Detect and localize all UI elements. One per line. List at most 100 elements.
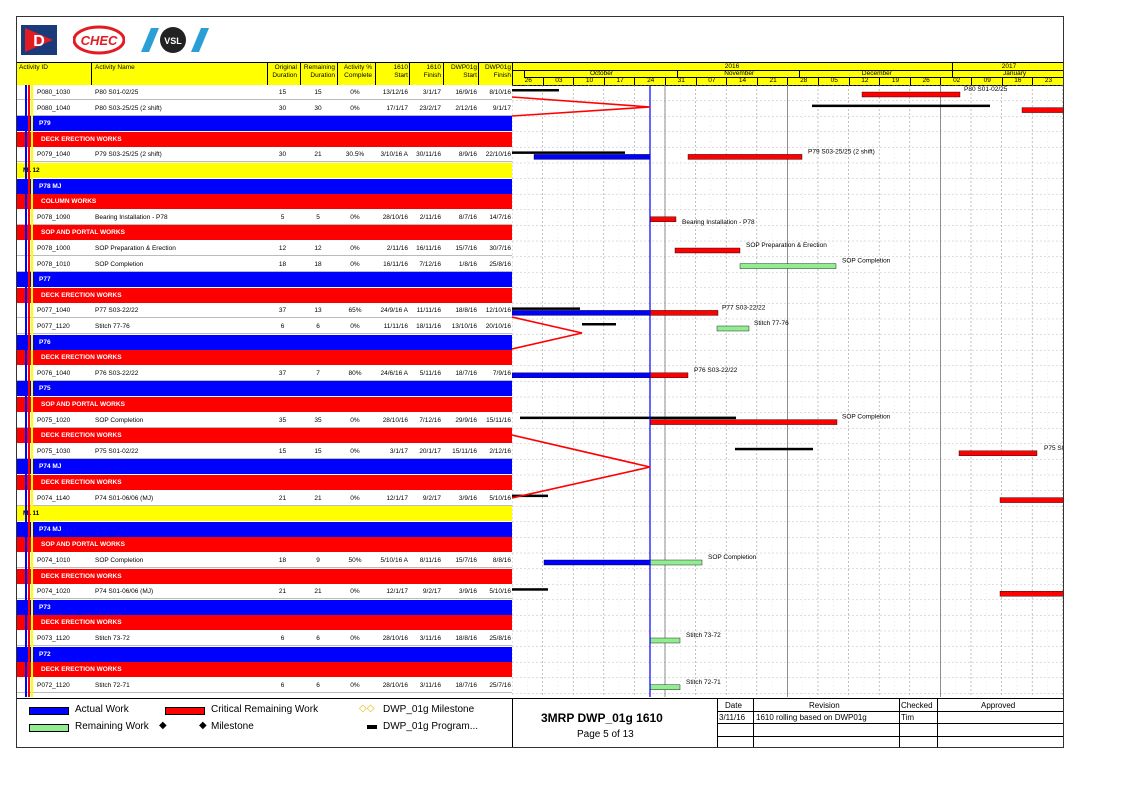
col-header-original-duration: Original Duration [272, 64, 297, 79]
bar-label: P80 S01-02/25 [964, 86, 1008, 93]
cell-od: 18 [278, 260, 287, 268]
cell-id: P076_1040 [37, 369, 71, 377]
cell-name: P79 S03-25/25 (2 shift) [95, 151, 162, 159]
cell-rd: 9 [316, 557, 320, 564]
cell-df: 30/7/16 [489, 245, 511, 252]
cell-od: 6 [280, 323, 285, 330]
cell-name: SOP Preparation & Erection [95, 245, 176, 252]
cell-pct: 0% [350, 245, 360, 252]
week-label: 02 [940, 77, 972, 85]
cell-st: 28/10/16 [382, 681, 408, 689]
year-label: 2016 [512, 63, 952, 71]
cell-name: P76 S03-22/22 [95, 369, 139, 377]
cell-id: P077_1120 [37, 323, 70, 330]
cell-od: 6 [280, 635, 285, 642]
cell-od: 5 [280, 213, 285, 221]
cell-ds: 18/8/16 [455, 307, 477, 315]
actual-work-bar [533, 154, 651, 160]
cell-pct: 0% [350, 494, 360, 502]
cell-rd: 6 [316, 635, 320, 642]
week-label: 17 [603, 77, 636, 85]
remaining-work-bar [716, 325, 750, 332]
cell-ds: 2/12/16 [455, 104, 477, 112]
wbs-band: COLUMN WORKS [17, 194, 512, 210]
col-header-start: 1610 Start [393, 64, 408, 79]
bar-label: P77 S03-22/22 [722, 304, 766, 311]
bar-label: Stitch 77-76 [754, 320, 789, 327]
cell-pct: 65% [348, 307, 362, 315]
week-label: 28 [787, 77, 819, 85]
bar-label: P75 S0 [1044, 445, 1064, 452]
cell-rd: 7 [316, 369, 320, 377]
timescale: 2016 2017 October November December January 26… [512, 63, 1063, 85]
bar-label: Bearing Installation - P78 [682, 219, 755, 226]
remaining-work-bar [649, 637, 681, 644]
cell-st: 24/6/16 A [380, 369, 408, 377]
col-revision-header: Revision [809, 701, 840, 710]
bar-label: SOP Completion [708, 554, 757, 561]
cell-st: 16/11/16 [383, 260, 408, 268]
logo-vsl: VSL [135, 25, 209, 55]
cell-df: 15/11/16 [486, 416, 511, 424]
critical-work-bar [958, 450, 1038, 456]
cell-df: 25/8/16 [489, 635, 511, 642]
wbs-label: COLUMN WORKS [41, 198, 97, 206]
table-header: Activity ID Activity Name Original Durati… [17, 62, 1063, 86]
cell-name: Bearing Installation - P78 [95, 213, 168, 221]
progress-line [512, 316, 583, 350]
wbs-label: DECK ERECTION WORKS [41, 619, 122, 627]
critical-work-bar [1021, 107, 1063, 113]
wbs-label: P75 [39, 385, 51, 393]
wbs-label: P74 MJ [39, 525, 62, 533]
cell-pct: 80% [348, 369, 362, 377]
table-row: P078_1090 Bearing Installation - P78 5 5 0% 2… [17, 209, 512, 225]
wbs-level-marker [31, 85, 33, 697]
cell-id: P080_1030 [37, 89, 71, 96]
wbs-band: P74 MJ [17, 459, 512, 475]
cell-fi: 20/1/17 [419, 447, 441, 455]
revision-text: 1610 rolling based on DWP01g [756, 713, 867, 722]
cell-od: 15 [278, 89, 287, 96]
cell-df: 12/10/16 [485, 307, 511, 315]
cell-st: 3/10/16 A [380, 151, 408, 159]
wbs-band: SOP AND PORTAL WORKS [17, 537, 512, 553]
cell-pct: 0% [350, 447, 360, 455]
cell-ds: 1/8/16 [458, 260, 477, 268]
table-row: P077_1040 P77 S03-22/22 37 13 65% 24/9/16 A 11… [17, 303, 512, 319]
legend-dwp-program-label: DWP_01g Program... [383, 721, 479, 732]
cell-st: 5/10/16 A [380, 557, 408, 564]
gantt-grid: P80 S01-02/25 P79 S03-25/25 (2 shift) Bear… [512, 85, 1064, 697]
cell-name: Stitch 73-72 [95, 635, 130, 642]
col-header-activity-pct: Activity % Complete [343, 64, 372, 79]
cell-df: 22/10/16 [485, 151, 511, 159]
cell-fi: 3/1/17 [422, 89, 441, 96]
critical-work-bar [674, 247, 741, 254]
month-label: December [799, 70, 954, 78]
cell-od: 37 [278, 369, 287, 377]
cell-rd: 15 [314, 447, 322, 455]
col-header-dwp-start: DWP01g Start [450, 64, 477, 79]
dwp-program-bar [512, 494, 548, 498]
cell-pct: 0% [350, 681, 360, 689]
critical-work-bar [687, 154, 803, 160]
cell-id: P078_1090 [37, 213, 71, 221]
wbs-band: P72 [17, 646, 512, 662]
page-number: Page 5 of 13 [577, 729, 634, 740]
wbs-band: DECK ERECTION WORKS [17, 350, 512, 366]
wbs-band: P76 [17, 334, 512, 350]
svg-text:VSL: VSL [164, 36, 182, 46]
cell-name: P77 S03-22/22 [95, 307, 139, 315]
legend-critical-swatch [165, 707, 205, 715]
wbs-label: P76 [39, 338, 51, 346]
table-row: P073_1120 Stitch 73-72 6 6 0% 28/10/16 3/11/16… [17, 631, 512, 646]
wbs-label: P78 MJ [39, 182, 62, 190]
year-label: 2017 [952, 63, 1063, 71]
cell-ds: 29/9/16 [455, 416, 477, 424]
cell-od: 37 [278, 307, 287, 315]
dwp-program-bar [735, 447, 813, 451]
week-label: 09 [971, 77, 1003, 85]
cell-od: 18 [278, 557, 287, 564]
diamond-icon: ◆ [159, 720, 167, 731]
cell-rd: 12 [314, 245, 322, 252]
cell-df: 20/10/16 [485, 323, 511, 330]
